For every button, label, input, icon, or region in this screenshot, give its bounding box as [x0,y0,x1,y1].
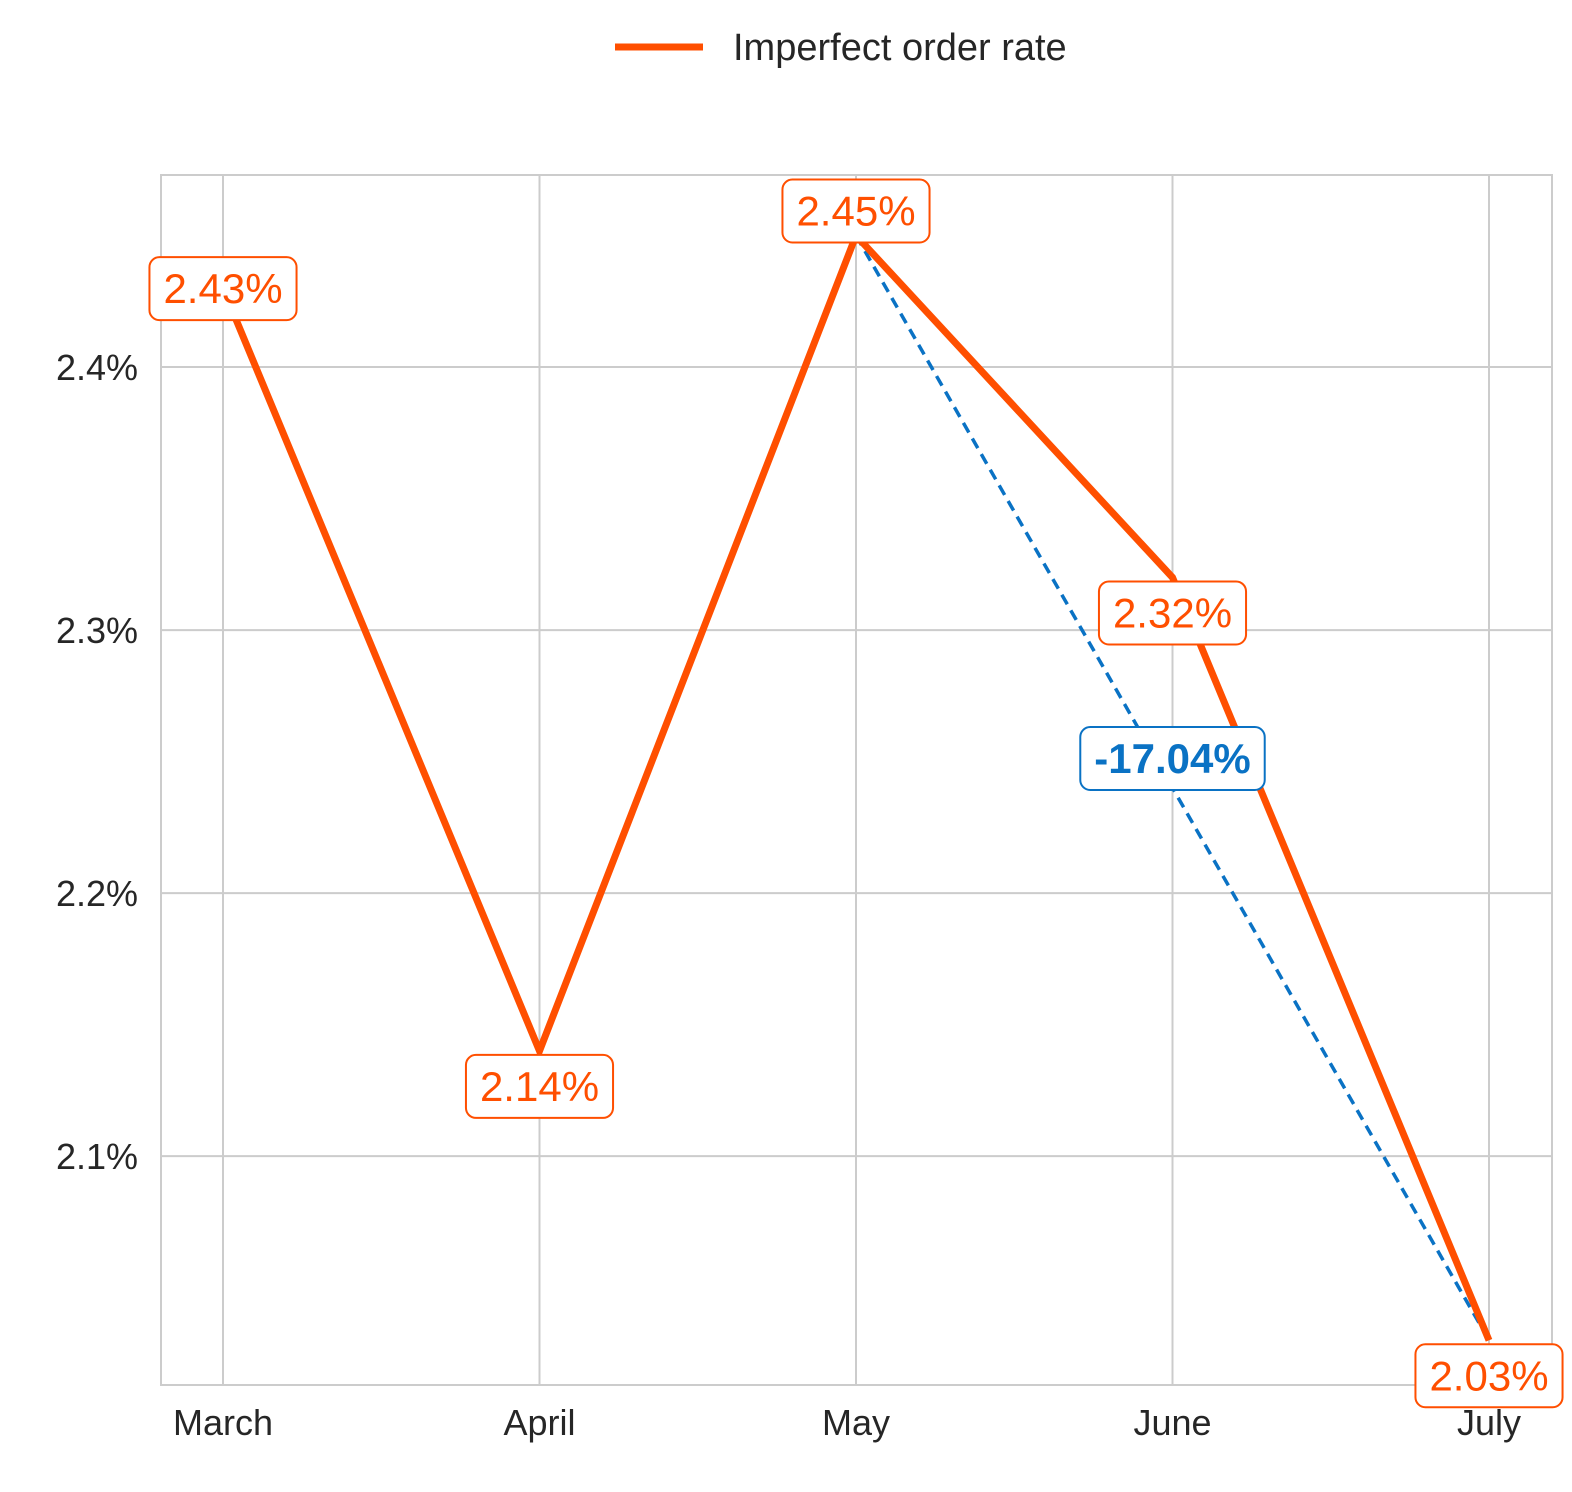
data-label-june-box [1097,580,1248,646]
data-label-july-text: 2.03% [1429,1352,1548,1399]
data-label-july-box [1414,1343,1564,1409]
data-label-july: 2.03% [1414,1343,1564,1409]
change-label-text: -17.04% [1094,735,1250,782]
data-label-april: 2.14% [464,1053,615,1119]
change-label: -17.04% [1079,726,1266,791]
change-label-box [1079,726,1266,791]
data-label-june: 2.32% [1097,580,1248,646]
data-label-april-box [464,1053,615,1119]
data-label-march-text: 2.43% [163,265,282,312]
x-tick-label-july: July [1457,1402,1521,1443]
x-tick-label-may: May [822,1402,890,1443]
data-label-may: 2.45% [781,178,931,244]
x-tick-label-june: June [1133,1402,1211,1443]
data-label-june-text: 2.32% [1113,589,1232,636]
y-tick-label: 2.4% [56,347,138,388]
data-labels: 2.43% 2.14% 2.45% 2.32% 2.03% -17.04% [148,178,1564,1409]
x-tick-label-march: March [173,1402,273,1443]
data-label-april-text: 2.14% [480,1063,599,1110]
data-label-march: 2.43% [148,256,298,322]
plot-frame [160,174,1553,1386]
y-tick-label: 2.3% [56,610,138,651]
legend-label: Imperfect order rate [733,27,1067,69]
legend: Imperfect order rate [615,27,1067,69]
x-tick-label-april: April [503,1402,575,1443]
data-label-march-box [148,256,298,322]
data-label-may-box [781,178,931,244]
x-axis-tick-labels: March April May June July [173,1402,1521,1443]
y-tick-label: 2.1% [56,1136,138,1177]
grid-lines [161,175,1552,1385]
y-axis-tick-labels: 2.1% 2.2% 2.3% 2.4% [56,347,138,1177]
y-tick-label: 2.2% [56,873,138,914]
data-label-may-text: 2.45% [796,188,915,235]
